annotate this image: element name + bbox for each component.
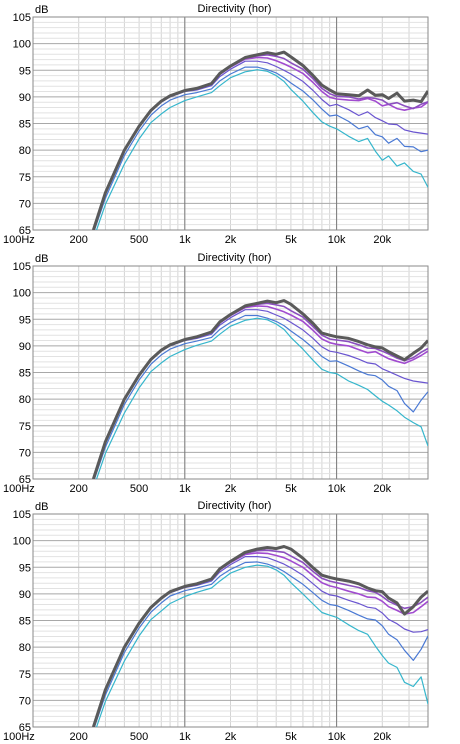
x-tick-label: 5k [285,731,297,743]
y-tick-label: 70 [19,695,31,707]
x-tick-label: 5k [285,483,297,495]
y-tick-label: 85 [19,616,31,628]
x-tick-label: 1k [179,483,191,495]
x-tick-label: 200 [70,483,88,495]
x-tick-label: 2k [225,731,237,743]
y-tick-label: 85 [19,368,31,380]
x-tick-label: 20k [373,483,391,495]
y-tick-label: 80 [19,145,31,157]
x-tick-label: 200 [70,731,88,743]
y-axis-label: dB [35,4,48,16]
y-tick-label: 95 [19,562,31,574]
x-tick-label: 500 [130,483,148,495]
series-line-1 [91,50,428,230]
x-tick-label: 500 [130,731,148,743]
x-tick-label: 20k [373,731,391,743]
y-tick-label: 100 [13,536,31,548]
y-tick-label: 90 [19,589,31,601]
x-tick-label: 100Hz [3,483,35,495]
x-tick-label: 5k [285,234,297,246]
x-tick-label: 10k [328,483,346,495]
chart-title: Directivity (hor) [198,3,272,15]
x-tick-label: 500 [130,234,148,246]
chart-panel-1: Directivity (hor) dB 65 70 75 80 85 90 95 100 105 1… [3,3,429,246]
chart-title: Directivity (hor) [198,500,272,512]
chart-title: Directivity (hor) [198,252,272,264]
series-line-5 [93,561,428,727]
y-tick-label: 65 [19,474,31,486]
y-tick-label: 105 [13,509,31,521]
x-tick-label: 2k [225,234,237,246]
series-line-6 [95,564,428,727]
y-tick-label: 105 [13,261,31,273]
y-axis-label: dB [35,501,48,513]
series-line-6 [95,69,428,230]
y-axis-label: dB [35,253,48,265]
y-tick-label: 95 [19,65,31,77]
y-tick-label: 80 [19,642,31,654]
plot-frame [32,265,429,480]
y-tick-label: 75 [19,172,31,184]
series-line-1 [91,545,428,727]
chart-panel-3: Directivity (hor) dB 65 70 75 80 85 90 95 100 105 1… [3,500,429,743]
y-tick-label: 85 [19,119,31,131]
y-tick-label: 105 [13,12,31,24]
x-tick-label: 1k [179,234,191,246]
plot-frame [32,513,429,728]
chart-panel-2: Directivity (hor) dB 65 70 75 80 85 90 95 100 105 1… [3,252,429,495]
x-tick-label: 20k [373,234,391,246]
y-tick-label: 65 [19,722,31,734]
plot-frame [32,16,429,231]
y-tick-label: 70 [19,447,31,459]
y-tick-label: 90 [19,92,31,104]
x-tick-label: 1k [179,731,191,743]
y-tick-label: 65 [19,225,31,237]
y-tick-label: 75 [19,669,31,681]
x-tick-label: 10k [328,234,346,246]
y-tick-label: 75 [19,421,31,433]
y-tick-label: 95 [19,314,31,326]
y-tick-label: 90 [19,341,31,353]
series-line-6 [95,317,428,479]
x-tick-label: 200 [70,234,88,246]
y-tick-label: 80 [19,394,31,406]
series-line-1 [91,299,428,479]
x-tick-label: 2k [225,483,237,495]
x-tick-label: 100Hz [3,234,35,246]
y-tick-label: 100 [13,39,31,51]
y-tick-label: 100 [13,288,31,300]
y-tick-label: 70 [19,198,31,210]
x-tick-label: 10k [328,731,346,743]
x-tick-label: 100Hz [3,731,35,743]
series-line-5 [93,314,428,479]
series-line-5 [93,66,428,230]
